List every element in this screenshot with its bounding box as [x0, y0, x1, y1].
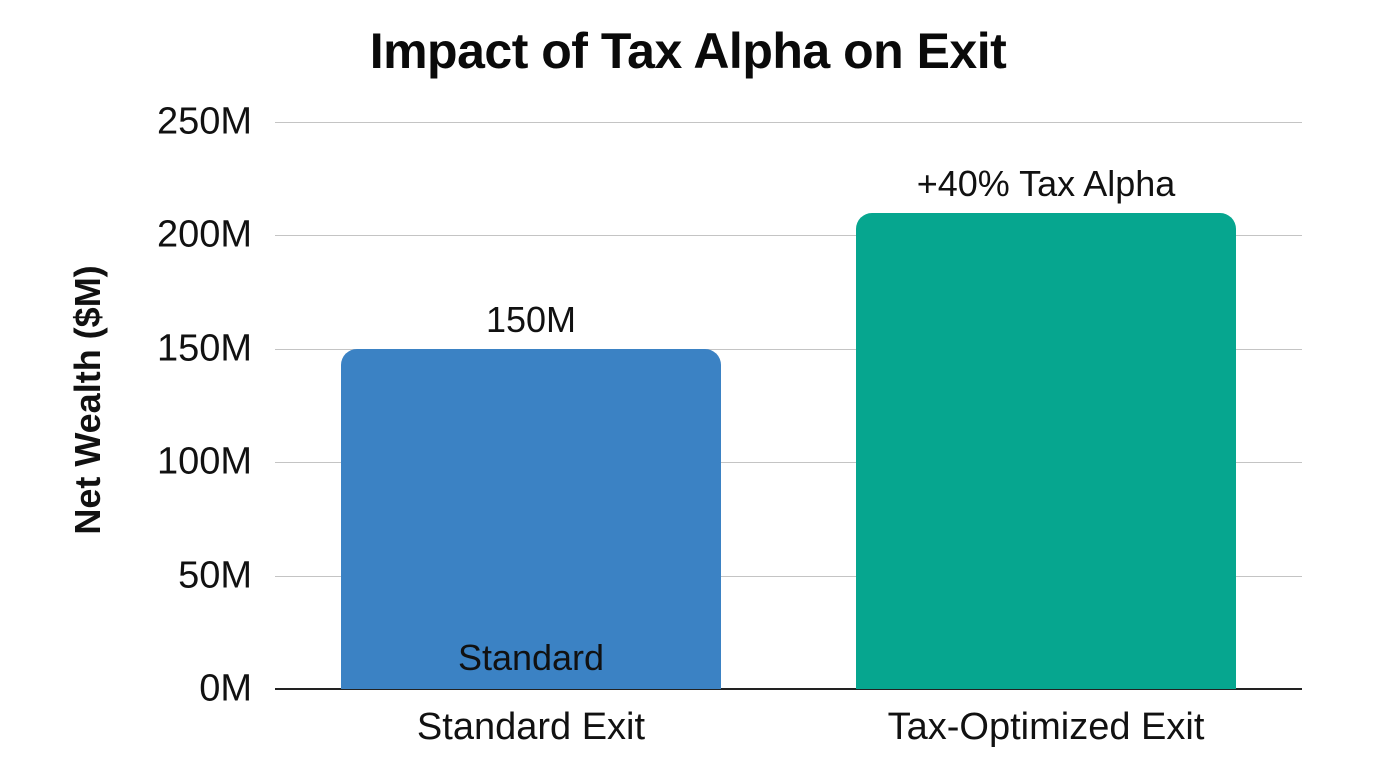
x-axis-line	[275, 688, 1302, 690]
x-category-label: Standard Exit	[416, 706, 646, 748]
gridline	[275, 462, 1302, 464]
y-tick-label: 50M	[178, 554, 252, 597]
gridline	[275, 235, 1302, 237]
bar-tax-optimized-exit	[856, 212, 1236, 689]
x-category-label: Tax-Optimized Exit	[887, 706, 1205, 748]
bar-data-label: +40% Tax Alpha	[916, 162, 1176, 204]
gridline	[275, 122, 1302, 123]
y-tick-label: 0M	[199, 667, 252, 710]
gridline	[275, 348, 1302, 350]
bar-data-label: 150M	[485, 298, 577, 340]
y-tick-label: 200M	[156, 213, 252, 256]
bar-standard-exit	[341, 348, 721, 689]
y-axis-label: Net Wealth ($M)	[67, 265, 108, 535]
gridline	[275, 575, 1302, 577]
y-tick-label: 250M	[156, 100, 252, 143]
chart-title: Impact of Tax Alpha on Exit	[369, 23, 1007, 79]
y-tick-label: 100M	[156, 440, 252, 483]
bar-inner-annotation: Standard	[457, 637, 605, 678]
plot-area: 150M +40% Tax Alpha Standard	[275, 122, 1302, 690]
y-tick-label: 150M	[156, 327, 252, 370]
